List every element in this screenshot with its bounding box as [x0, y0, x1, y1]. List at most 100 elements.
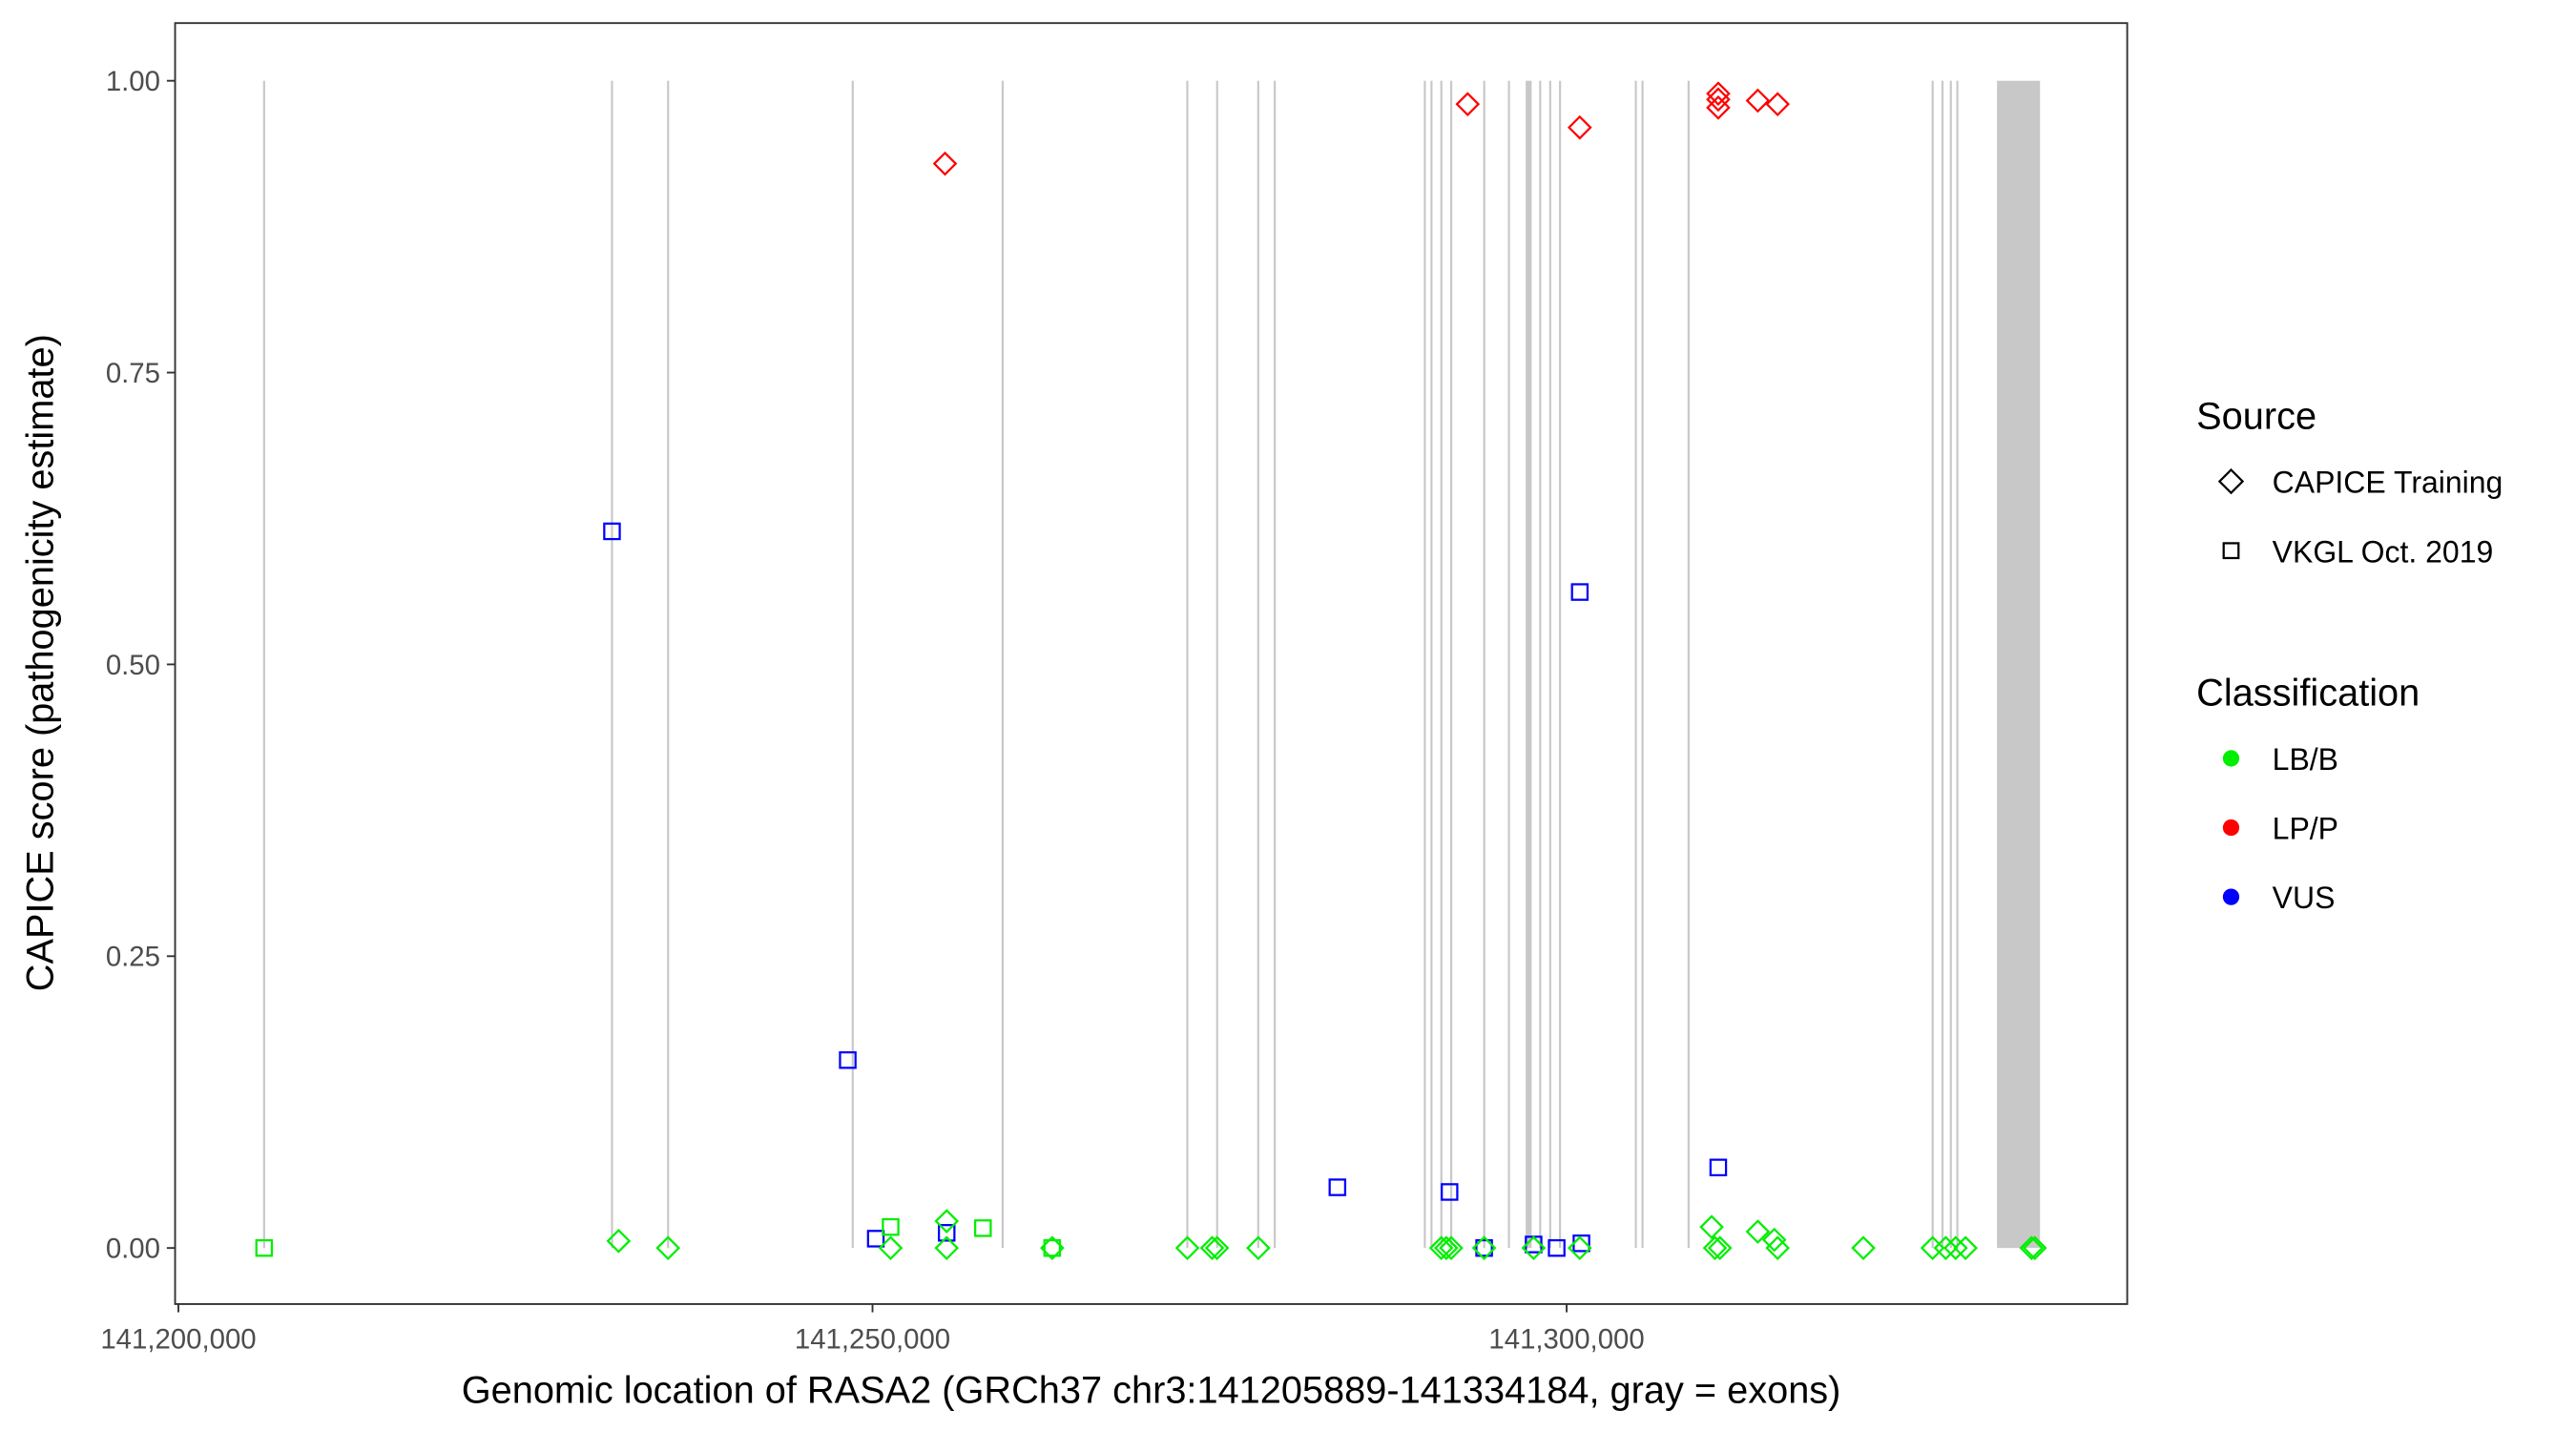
legend-lpp-dot-icon — [2222, 819, 2240, 837]
point-capice-lpp — [1706, 87, 1731, 113]
exon-band — [1440, 80, 1443, 1249]
exon-band — [1641, 80, 1644, 1249]
point-capice-lbb — [1707, 1235, 1733, 1261]
point-capice-lbb — [1953, 1235, 1979, 1261]
y-tick-label: 0.25 — [106, 942, 160, 973]
exon-band — [1526, 80, 1532, 1249]
point-capice-lpp — [1455, 92, 1481, 116]
exon-band — [1941, 80, 1944, 1249]
legend-class-lbb: LB/B — [2273, 742, 2338, 777]
exon-band — [1423, 80, 1426, 1249]
point-vkgl-vus — [1441, 1183, 1459, 1201]
point-capice-lbb — [1199, 1235, 1225, 1261]
point-capice-lbb — [655, 1235, 681, 1261]
point-vkgl-vus — [839, 1050, 857, 1069]
x-axis-label: Genomic location of RASA2 (GRCh37 chr3:1… — [462, 1370, 1841, 1412]
point-capice-lpp — [1706, 81, 1731, 106]
point-capice-lbb — [934, 1235, 960, 1261]
point-capice-lbb — [1745, 1219, 1771, 1244]
legend-source-title: Source — [2196, 395, 2316, 437]
legend-class-title: Classification — [2196, 673, 2420, 715]
point-capice-lbb — [1942, 1235, 1968, 1261]
exon-band — [1559, 80, 1562, 1249]
exon-band — [262, 80, 265, 1249]
legend-vus-dot-icon — [2222, 888, 2240, 905]
point-capice-lpp — [932, 151, 958, 176]
data-points — [255, 81, 2047, 1261]
exon-band — [667, 80, 670, 1249]
point-capice-lbb — [934, 1209, 960, 1234]
point-vkgl-lbb — [255, 1238, 274, 1257]
point-capice-lbb — [878, 1235, 904, 1261]
point-capice-lbb — [1428, 1235, 1454, 1261]
exon-band — [1687, 80, 1690, 1249]
x-tick-label: 141,300,000 — [1488, 1324, 1644, 1356]
exon-bands — [262, 80, 2041, 1249]
exon-band — [1274, 80, 1277, 1249]
point-capice-lbb — [1567, 1235, 1592, 1261]
point-vkgl-vus — [866, 1230, 885, 1248]
point-capice-lbb — [1471, 1235, 1497, 1261]
exon-band — [851, 80, 854, 1249]
point-vkgl-vus — [1328, 1178, 1347, 1196]
exon-band — [1931, 80, 1934, 1249]
plot-panel-border — [174, 22, 2129, 1305]
exon-band — [1449, 80, 1453, 1249]
exon-band — [1507, 80, 1510, 1249]
point-capice-lbb — [1439, 1235, 1464, 1261]
point-capice-lpp — [1706, 94, 1731, 120]
point-capice-lbb — [1699, 1214, 1724, 1239]
point-vkgl-vus — [1570, 583, 1589, 601]
y-tick-label: 0.75 — [106, 358, 160, 389]
point-capice-lbb — [2019, 1235, 2045, 1261]
legend-diamond-icon — [2217, 467, 2245, 495]
point-capice-lbb — [1204, 1235, 1230, 1261]
exon-band — [1956, 80, 1959, 1249]
point-capice-lbb — [1851, 1235, 1876, 1261]
x-tick-label: 141,200,000 — [100, 1324, 256, 1356]
y-axis-label: CAPICE score (pathogenicity estimate) — [20, 334, 62, 991]
exon-band — [1430, 80, 1433, 1249]
exon-band — [1257, 80, 1259, 1249]
exon-band — [1997, 80, 2041, 1249]
legend-class-vus: VUS — [2273, 881, 2336, 915]
point-capice-lbb — [2022, 1235, 2047, 1261]
exon-band — [1949, 80, 1952, 1249]
exon-band — [611, 80, 613, 1249]
point-capice-lbb — [1040, 1235, 1065, 1261]
exon-band — [1548, 80, 1551, 1249]
point-capice-lbb — [1765, 1235, 1791, 1261]
exon-band — [1186, 80, 1189, 1249]
legend-class-lpp: LP/P — [2273, 812, 2338, 846]
y-tick-label: 0.50 — [106, 650, 160, 681]
point-capice-lbb — [1761, 1227, 1787, 1253]
x-tick-label: 141,250,000 — [795, 1324, 950, 1356]
point-capice-lpp — [1765, 92, 1791, 116]
x-axis-ticks: 141,200,000 141,250,000 141,300,000 — [100, 1303, 1645, 1356]
point-capice-lpp — [1745, 88, 1771, 114]
point-capice-lbb — [1702, 1235, 1728, 1261]
exon-band — [1215, 80, 1218, 1249]
legend-source-capice: CAPICE Training — [2273, 466, 2503, 500]
point-vkgl-vus — [1709, 1158, 1728, 1177]
point-capice-lbb — [1174, 1235, 1200, 1261]
point-vkgl-vus — [1475, 1238, 1493, 1257]
point-vkgl-lbb — [882, 1217, 900, 1236]
exon-band — [1539, 80, 1542, 1249]
y-tick-label: 0.00 — [106, 1234, 160, 1265]
point-vkgl-lbb — [1043, 1238, 1062, 1257]
point-vkgl-vus — [1548, 1238, 1566, 1257]
point-capice-lbb — [1933, 1235, 1959, 1261]
point-vkgl-vus — [603, 522, 621, 541]
y-tick-label: 1.00 — [106, 66, 160, 97]
legend-source-vkgl: VKGL Oct. 2019 — [2273, 534, 2494, 569]
point-capice-lbb — [1521, 1235, 1547, 1261]
legend-lbb-dot-icon — [2222, 750, 2240, 767]
exon-band — [1483, 80, 1485, 1249]
exon-band — [1634, 80, 1637, 1249]
point-vkgl-vus — [938, 1224, 956, 1242]
point-capice-lbb — [1434, 1235, 1459, 1261]
legend: Source CAPICE Training VKGL Oct. 2019 Cl… — [2196, 395, 2503, 915]
point-vkgl-lbb — [974, 1219, 992, 1237]
